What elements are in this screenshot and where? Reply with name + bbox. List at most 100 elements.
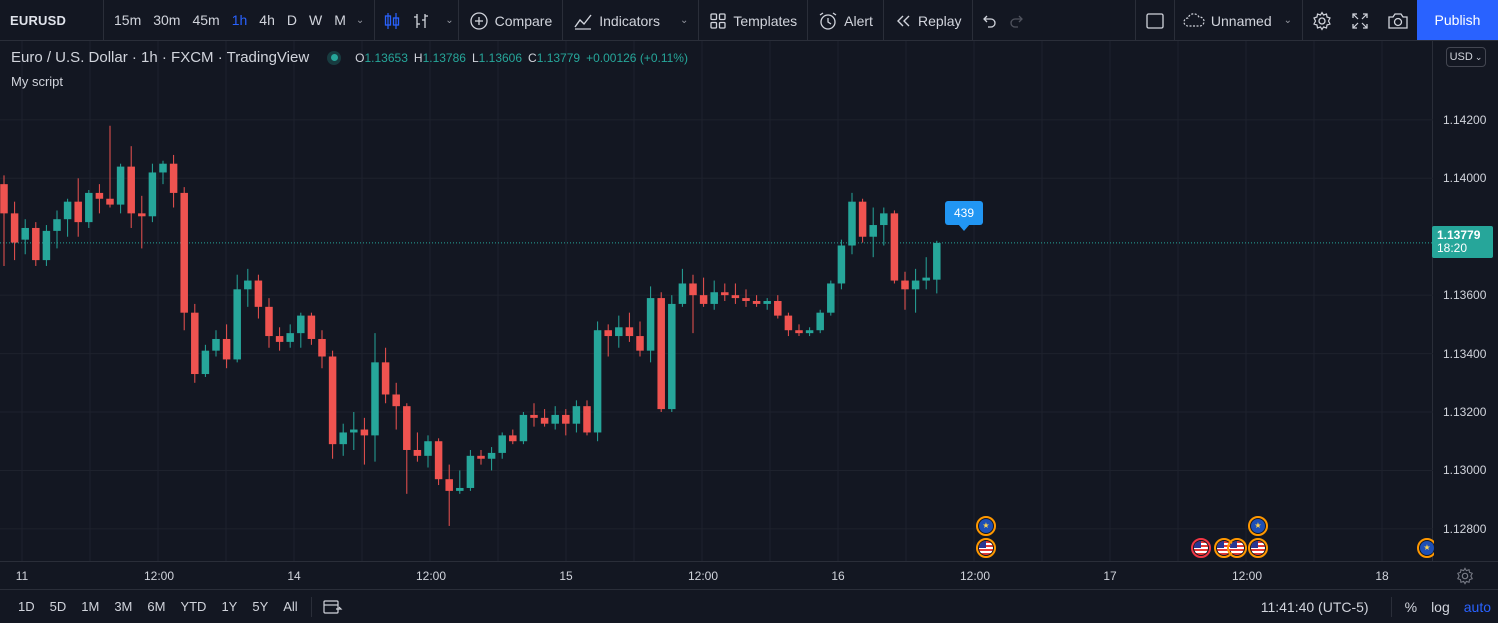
layout-select-button[interactable] <box>1136 0 1174 41</box>
replay-label: Replay <box>917 12 962 29</box>
candle-body <box>593 330 602 433</box>
candle-body <box>32 227 40 261</box>
chevron-down-icon[interactable]: ⌄ <box>445 15 454 26</box>
go-to-date-icon[interactable] <box>322 598 344 616</box>
percent-scale-toggle[interactable]: % <box>1404 598 1418 615</box>
bar-countdown-label: 18:20 <box>1437 241 1468 255</box>
high-key: H <box>413 50 423 65</box>
range-5y-button[interactable]: 5Y <box>252 599 269 614</box>
price-tick-label: 1.13400 <box>1443 346 1487 361</box>
publish-button[interactable]: Publish <box>1417 0 1498 40</box>
range-ytd-button[interactable]: YTD <box>180 599 207 614</box>
interval-4h[interactable]: 4h <box>259 11 275 28</box>
settings-button[interactable] <box>1303 0 1341 41</box>
interval-w[interactable]: W <box>308 11 323 28</box>
gear-icon[interactable] <box>1456 567 1474 585</box>
close-key: C <box>528 50 537 65</box>
layout-name-button[interactable]: Unnamed ⌄ <box>1175 0 1302 41</box>
low-key: L <box>471 50 479 65</box>
economic-event-eu-icon[interactable]: ★ <box>976 516 996 536</box>
economic-event-eu-icon[interactable]: ★ <box>1248 516 1268 536</box>
range-1y-button[interactable]: 1Y <box>221 599 238 614</box>
candle-body <box>392 394 400 407</box>
symbol-search-button[interactable]: EURUSD <box>10 12 67 28</box>
economic-event-us-icon[interactable] <box>1191 538 1211 558</box>
interval-group: 15m 30m 45m 1h 4h D W M ⌄ <box>104 0 374 40</box>
bar-style-button[interactable]: ⌄ <box>407 0 457 41</box>
market-status-icon[interactable] <box>327 50 342 65</box>
interval-dropdown-icon[interactable]: ⌄ <box>355 14 365 26</box>
interval-m[interactable]: M <box>334 11 346 28</box>
chevron-down-icon[interactable]: ⌄ <box>679 15 689 26</box>
auto-scale-toggle[interactable]: auto <box>1463 598 1491 615</box>
chevron-down-icon[interactable]: ⌄ <box>1283 15 1292 26</box>
candles-icon <box>385 12 400 29</box>
time-axis-label: 17 <box>1103 569 1117 583</box>
toolbar-separator <box>882 0 884 40</box>
interval-45m[interactable]: 45m <box>192 11 220 28</box>
alert-button[interactable]: Alert <box>808 0 883 41</box>
toolbar-separator <box>1390 596 1392 617</box>
price-tick-label: 1.14000 <box>1443 171 1487 186</box>
candle-body <box>901 280 909 290</box>
square-icon <box>1146 12 1164 29</box>
toolbar-spacer <box>1033 0 1135 40</box>
fullscreen-button[interactable] <box>1341 0 1379 41</box>
low-value: 1.13606 <box>478 50 523 65</box>
interval-d[interactable]: D <box>286 11 297 28</box>
snapshot-button[interactable] <box>1379 0 1417 41</box>
candle-body <box>668 303 676 410</box>
time-axis-label: 12:00 <box>687 569 719 583</box>
toolbar-separator <box>1173 0 1175 40</box>
candle-body <box>572 406 581 424</box>
bottom-right-group: 11:41:40 (UTC-5) % log auto <box>1261 590 1498 623</box>
clock-timezone-button[interactable]: 11:41:40 (UTC-5) <box>1260 598 1369 615</box>
range-3m-button[interactable]: 3M <box>114 599 133 614</box>
toolbar-separator <box>562 0 564 40</box>
indicator-legend-my-script[interactable]: My script <box>11 74 63 89</box>
compare-button[interactable]: Compare <box>459 0 563 41</box>
time-axis[interactable]: 11 12:00 14 12:00 15 12:00 16 12:00 17 1… <box>0 561 1498 589</box>
economic-event-us-icon[interactable] <box>976 538 996 558</box>
interval-1h[interactable]: 1h <box>231 11 248 28</box>
open-value: 1.13653 <box>364 50 408 65</box>
chart-style-button[interactable] <box>375 0 407 41</box>
candle-body <box>95 192 104 199</box>
candle-body <box>615 327 623 337</box>
indicators-button[interactable]: Indicators ⌄ <box>563 0 698 41</box>
last-price-label: 1.13779 <box>1437 228 1481 242</box>
range-1m-button[interactable]: 1M <box>81 599 100 614</box>
economic-event-us-icon[interactable] <box>1227 538 1247 558</box>
time-axis-label: 12:00 <box>1231 569 1263 583</box>
undo-button[interactable] <box>973 0 1003 41</box>
candle-body <box>21 227 29 240</box>
bars-icon <box>414 13 429 28</box>
range-6m-button[interactable]: 6M <box>147 599 166 614</box>
series-title[interactable]: Euro / U.S. Dollar · 1h · FXCM · Trading… <box>11 49 310 66</box>
time-axis-label: 12:00 <box>143 569 175 583</box>
candle-body <box>434 441 443 480</box>
price-scale[interactable] <box>1434 41 1498 561</box>
templates-button[interactable]: Templates <box>699 0 807 41</box>
currency-button[interactable]: USD ⌄ <box>1446 47 1486 67</box>
candle-body <box>816 312 824 331</box>
range-all-button[interactable]: All <box>283 599 298 614</box>
candle-body <box>148 172 157 217</box>
candle-body <box>222 338 231 360</box>
range-5d-button[interactable]: 5D <box>49 599 67 614</box>
candle-body <box>413 449 422 456</box>
range-1d-button[interactable]: 1D <box>18 599 35 614</box>
replay-button[interactable]: Replay <box>884 0 972 41</box>
redo-button[interactable] <box>1003 0 1033 41</box>
toolbar-separator <box>1134 0 1136 40</box>
candlestick-chart[interactable] <box>0 41 1433 561</box>
bottom-toolbar: 1D 5D 1M 3M 6M YTD 1Y 5Y All 11:41:40 (U… <box>0 589 1498 623</box>
log-scale-toggle[interactable]: log <box>1431 598 1450 615</box>
chart-pane[interactable] <box>0 41 1433 561</box>
economic-event-us-icon[interactable] <box>1248 538 1268 558</box>
interval-15m[interactable]: 15m <box>114 11 142 28</box>
close-value: 1.13779 <box>536 50 581 65</box>
interval-30m[interactable]: 30m <box>153 11 181 28</box>
candle-body <box>275 336 284 342</box>
cloud-icon <box>1183 12 1205 27</box>
